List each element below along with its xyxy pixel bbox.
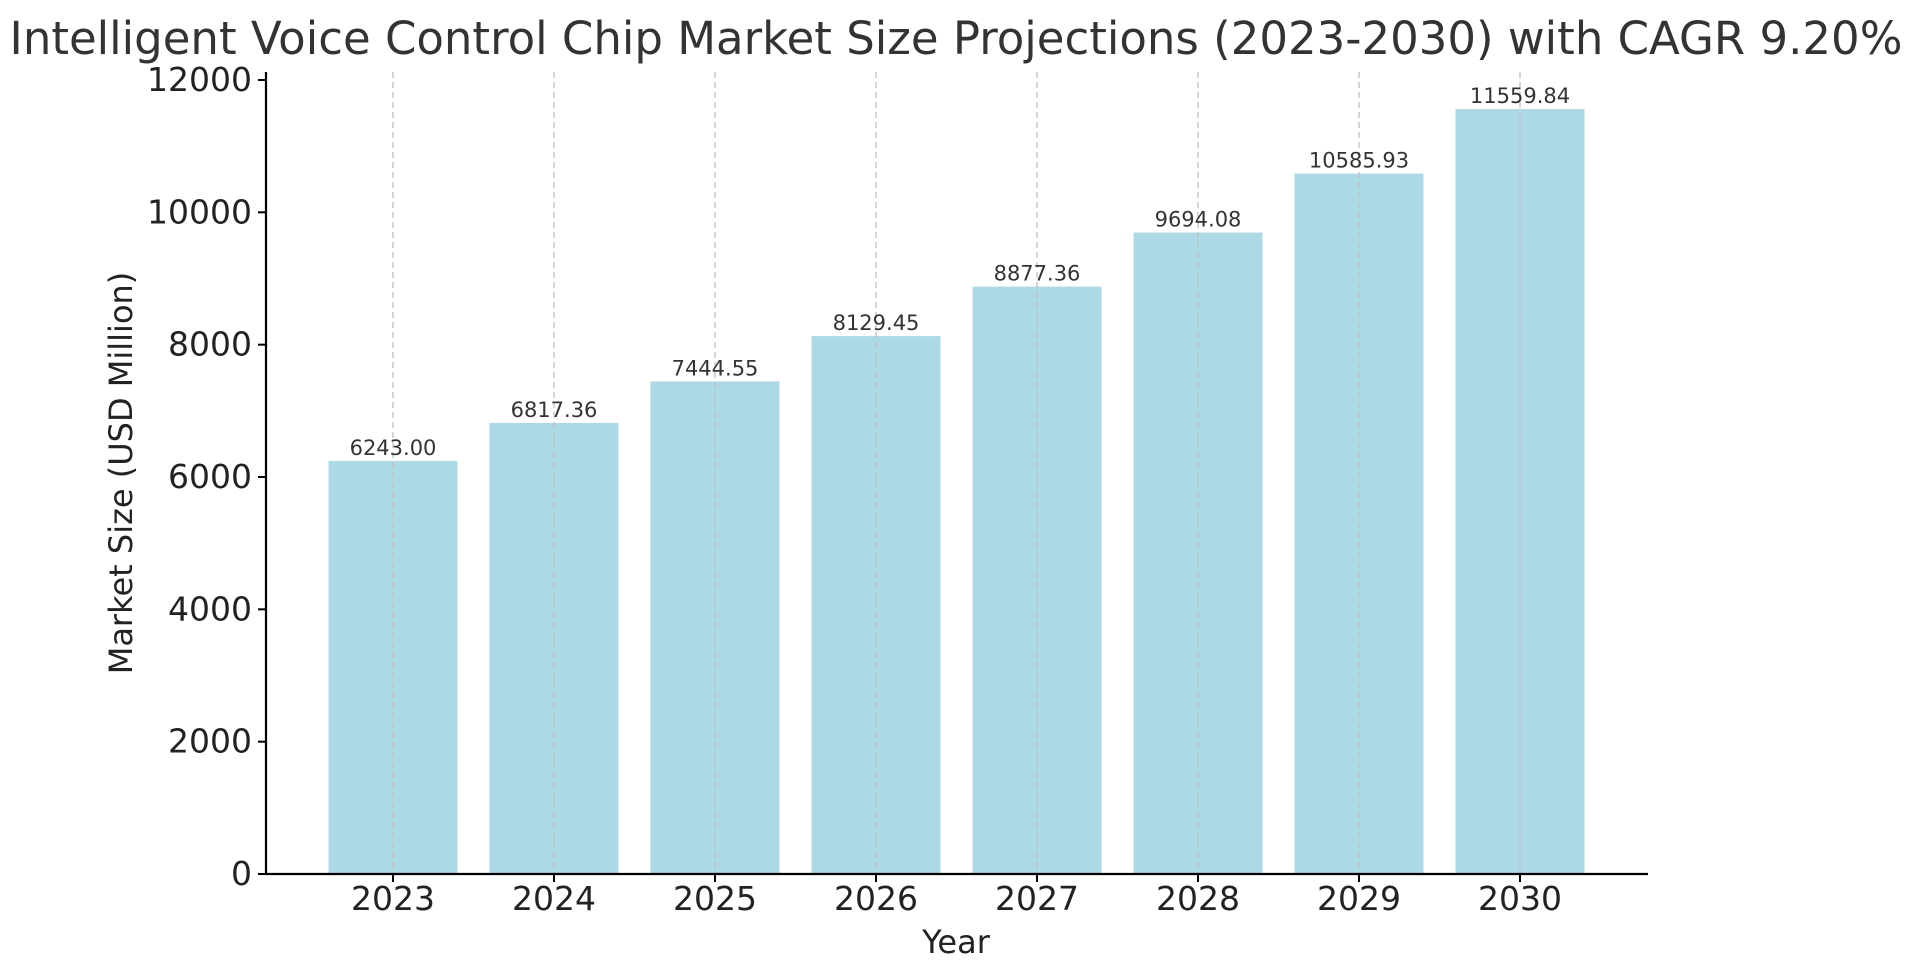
y-tick-label-2000: 2000 <box>168 722 252 761</box>
y-tick-label-4000: 4000 <box>168 589 252 628</box>
bar-value-label-2023: 6243.00 <box>350 436 437 460</box>
x-axis-ticks: 2023 2024 2025 2026 2027 2028 2029 2030 <box>351 874 1562 918</box>
y-tick-label-0: 0 <box>231 854 252 893</box>
bar-2024 <box>489 422 619 874</box>
x-axis-label: Year <box>921 923 991 961</box>
y-tick-label-6000: 6000 <box>168 457 252 496</box>
bar-value-label-2028: 9694.08 <box>1155 208 1242 232</box>
vertical-gridlines <box>392 72 1521 874</box>
bar-value-label-2026: 8129.45 <box>833 311 920 335</box>
axes <box>264 72 1648 876</box>
y-axis-label: Market Size (USD Million) <box>102 272 140 675</box>
chart-title: Intelligent Voice Control Chip Market Si… <box>10 12 1903 65</box>
x-tick-label-2025: 2025 <box>673 879 757 918</box>
x-tick-label-2028: 2028 <box>1156 879 1240 918</box>
y-axis-ticks: 0 2000 4000 6000 8000 10000 12000 <box>147 60 266 893</box>
bar-value-label-2030: 11559.84 <box>1470 84 1570 108</box>
x-tick-label-2026: 2026 <box>834 879 918 918</box>
bars <box>328 109 1585 875</box>
x-tick-label-2029: 2029 <box>1317 879 1401 918</box>
bar-value-label-2025: 7444.55 <box>672 356 759 380</box>
bar-value-label-2027: 8877.36 <box>994 262 1081 286</box>
y-tick-label-12000: 12000 <box>147 60 252 99</box>
x-tick-label-2023: 2023 <box>351 879 435 918</box>
y-tick-label-10000: 10000 <box>147 192 252 231</box>
x-tick-label-2024: 2024 <box>512 879 596 918</box>
x-tick-label-2030: 2030 <box>1478 879 1562 918</box>
y-tick-label-8000: 8000 <box>168 325 252 364</box>
bar-value-label-2024: 6817.36 <box>511 398 598 422</box>
bar-value-labels: 6243.00 6817.36 7444.55 8129.45 8877.36 9694.… <box>350 84 1571 460</box>
bar-value-label-2029: 10585.93 <box>1309 149 1409 173</box>
x-tick-label-2027: 2027 <box>995 879 1079 918</box>
